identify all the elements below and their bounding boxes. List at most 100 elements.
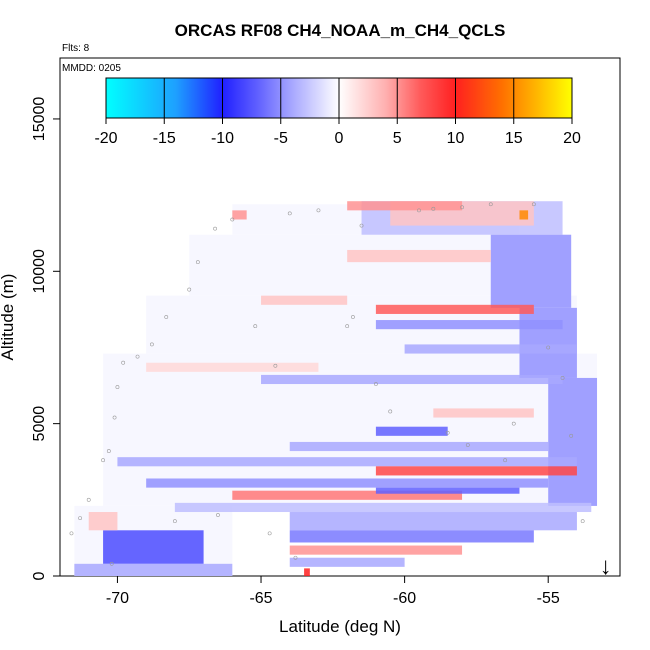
colorbar-tick-label: -5 [274,130,288,147]
heatmap-cell [232,210,247,220]
heatmap-cell [261,295,348,305]
flight-point [351,315,355,319]
flight-point [112,415,117,420]
arrow-glyph: ↓ [600,553,612,580]
flight-point [373,382,378,386]
y-axis-label: Altitude (m) [0,274,17,361]
heatmap-cell [289,441,549,452]
flight-point [213,226,217,231]
flight-point [106,449,111,453]
flight-point [78,516,83,521]
flight-point [267,531,272,536]
heatmap-cell [375,320,563,330]
heatmap-cell [261,374,563,385]
heatmap-cell [74,563,233,576]
flight-point [109,561,114,566]
heatmap-cell [88,512,118,531]
flight-point [546,345,551,350]
flight-point [488,202,493,207]
colorbar-ticks: -20 -15 -10 -5 0 5 10 15 20 [94,78,581,147]
colorbar-tick-label: -15 [153,130,176,147]
chart-title: ORCAS RF08 CH4_NOAA_m_CH4_QCLS [175,21,506,40]
flight-point [531,202,536,207]
heatmap-cell [289,545,463,555]
flight-point [69,531,74,536]
flight-point [431,206,436,211]
flight-point [569,433,574,438]
colorbar-tick-label: -20 [94,130,117,147]
colorbar: -20 -15 -10 -5 0 5 10 15 20 [94,77,581,147]
y-tick-label: 5000 [31,406,48,442]
heatmap-cell [519,210,529,220]
flight-point [293,555,298,560]
flight-point [230,217,235,222]
heatmap-cell [375,466,577,476]
colorbar-tick-label: 5 [393,130,402,147]
heatmap-cell [117,457,577,467]
heatmap-cell [519,307,577,378]
flight-point [503,458,508,463]
heatmap-cell [548,377,598,506]
x-tick-label: -55 [537,590,560,607]
colorbar-tick-label: 0 [335,130,344,147]
flight-point [316,208,321,213]
flight-point [445,430,450,435]
flight-point [101,458,105,463]
flight-track-points [69,202,585,566]
heatmap-cell [347,249,491,263]
x-axis-ticks: -70 -65 -60 -55 [106,576,560,607]
down-arrow-icon: ↓ [600,553,612,580]
flight-point [511,421,516,426]
heatmap-cells [74,201,598,576]
flight-point [580,519,585,524]
flight-point [388,409,393,414]
heatmap-cell [490,234,572,308]
heatmap-cell [289,530,534,543]
heatmap-cell [375,487,520,494]
flights-label: Flts: 8 [62,43,90,54]
heatmap-cell [174,502,592,513]
heatmap-cell [375,304,534,314]
flight-point [345,324,350,329]
flight-point [172,519,177,524]
colorbar-tick-label: 15 [505,130,523,147]
heatmap-cell [304,568,310,576]
flight-point [187,287,192,292]
y-axis-ticks: 0 5000 10000 15000 [31,97,60,580]
heatmap-cell [289,512,577,531]
y-tick-label: 15000 [31,97,48,142]
flight-point [273,363,278,368]
x-tick-label: -60 [393,590,416,607]
colorbar-tick-label: -10 [211,130,234,147]
flight-point [121,360,126,365]
heatmap-cell [232,490,463,500]
colorbar-tick-label: 10 [447,130,465,147]
heatmap-cell [146,478,549,488]
x-tick-label: -65 [249,590,272,607]
flight-point [560,376,565,380]
flight-point [164,315,169,319]
flight-point [195,260,200,265]
flight-point [115,385,120,389]
flight-point [417,208,421,213]
x-tick-label: -70 [106,590,129,607]
flight-point [287,211,292,216]
flight-point [86,497,91,502]
flight-point [465,443,470,447]
plot-frame [59,57,621,577]
heatmap-cell [347,201,463,211]
y-tick-label: 0 [31,571,48,580]
flight-point [135,354,140,359]
colorbar-tick-label: 20 [563,130,581,147]
date-label: MMDD: 0205 [62,63,121,74]
heatmap-cell [103,530,204,564]
heatmap-cell [146,362,319,372]
heatmap-cell [375,426,448,436]
x-axis-label: Latitude (deg N) [279,617,401,636]
flight-point [460,205,464,210]
y-tick-label: 10000 [31,249,48,294]
flight-point [359,223,364,228]
flight-point [253,324,258,329]
heatmap-cell [433,408,534,418]
flight-point [149,342,154,347]
